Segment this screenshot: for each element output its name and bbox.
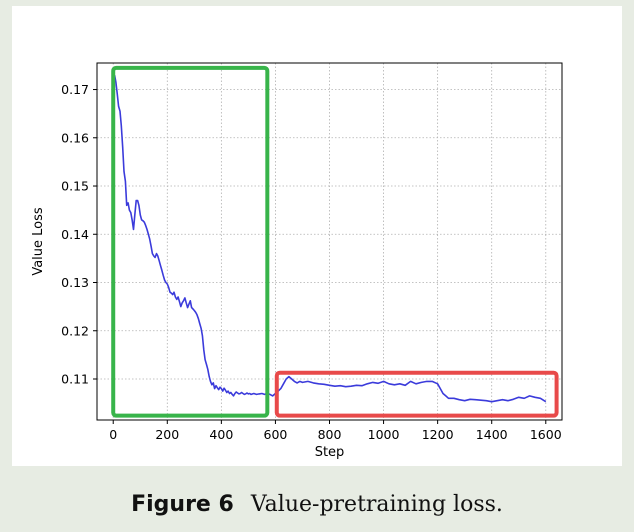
x-axis-ticks: 0 200 400 600 800 1000 1200 1400 1600 bbox=[109, 420, 562, 442]
x-axis-label: Step bbox=[315, 445, 345, 460]
caption-text: Value-pretraining loss. bbox=[250, 492, 503, 517]
loss-chart: 0 200 400 600 800 1000 1200 1400 1600 0.110.120.… bbox=[31, 62, 563, 460]
green-highlight-box bbox=[111, 65, 270, 418]
x-tick-label: 1400 bbox=[476, 427, 508, 442]
y-tick-label: 0.13 bbox=[61, 275, 89, 290]
y-tick-label: 0.16 bbox=[61, 130, 89, 145]
y-axis-label: Value Loss bbox=[31, 207, 46, 276]
highlight-boxes bbox=[111, 65, 559, 418]
red-highlight-box bbox=[274, 370, 559, 418]
y-axis-ticks: 0.11 0.12 0.13 0.14 0.15 0.16 0.17 bbox=[61, 82, 97, 386]
y-tick-label: 0.14 bbox=[61, 227, 89, 242]
x-tick-label: 1000 bbox=[368, 427, 400, 442]
figure-number: Figure 6 bbox=[131, 492, 234, 517]
x-tick-label: 200 bbox=[155, 427, 179, 442]
figure-caption: Figure 6 Value-pretraining loss. bbox=[0, 492, 634, 517]
x-tick-label: 400 bbox=[209, 427, 233, 442]
x-tick-label: 1600 bbox=[530, 427, 562, 442]
x-tick-label: 600 bbox=[264, 427, 288, 442]
grid bbox=[97, 63, 562, 420]
y-tick-label: 0.11 bbox=[61, 371, 89, 386]
y-tick-label: 0.12 bbox=[61, 323, 89, 338]
value-loss-line bbox=[113, 74, 547, 403]
x-tick-label: 800 bbox=[318, 427, 342, 442]
figure-panel: 0 200 400 600 800 1000 1200 1400 1600 0.11 0.12 0.… bbox=[12, 6, 622, 466]
x-tick-label: 1200 bbox=[422, 427, 454, 442]
x-tick-label: 0 bbox=[109, 427, 117, 442]
y-tick-label: 0.17 bbox=[61, 82, 89, 97]
y-tick-label: 0.15 bbox=[61, 179, 89, 194]
